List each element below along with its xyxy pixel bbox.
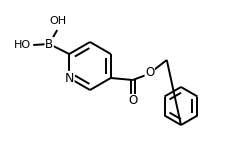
Text: OH: OH bbox=[50, 16, 67, 26]
Text: O: O bbox=[145, 67, 154, 79]
Text: B: B bbox=[45, 37, 53, 51]
Text: N: N bbox=[65, 72, 74, 85]
Text: O: O bbox=[128, 94, 137, 108]
Text: HO: HO bbox=[14, 40, 31, 50]
